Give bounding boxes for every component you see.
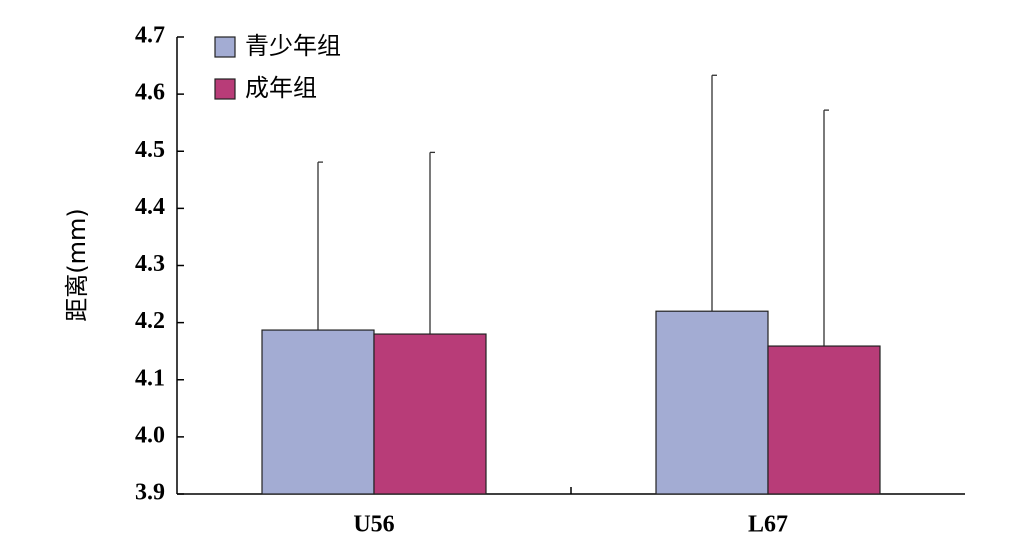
x-tick-label: U56 [353,512,394,538]
y-tick-label: 4.5 [135,137,165,163]
legend-label: 成年组 [245,74,317,102]
y-tick-label: 4.6 [135,80,165,106]
y-tick-label: 4.2 [135,308,165,334]
bar [767,345,881,495]
y-tick-label: 4.7 [135,23,165,49]
legend-label: 青少年组 [245,32,341,60]
x-tick-label: L67 [748,512,788,538]
y-tick-label: 4.0 [135,422,165,448]
y-tick-label: 4.1 [135,365,165,391]
bar [373,333,487,495]
y-tick-label: 4.3 [135,251,165,277]
y-tick-label: 3.9 [135,480,165,506]
bar [261,329,375,495]
legend-swatch [214,78,236,100]
legend-swatch [214,36,236,58]
y-tick-label: 4.4 [135,194,165,220]
bar [655,310,769,495]
y-axis-label: 距离(mm) [63,208,91,321]
